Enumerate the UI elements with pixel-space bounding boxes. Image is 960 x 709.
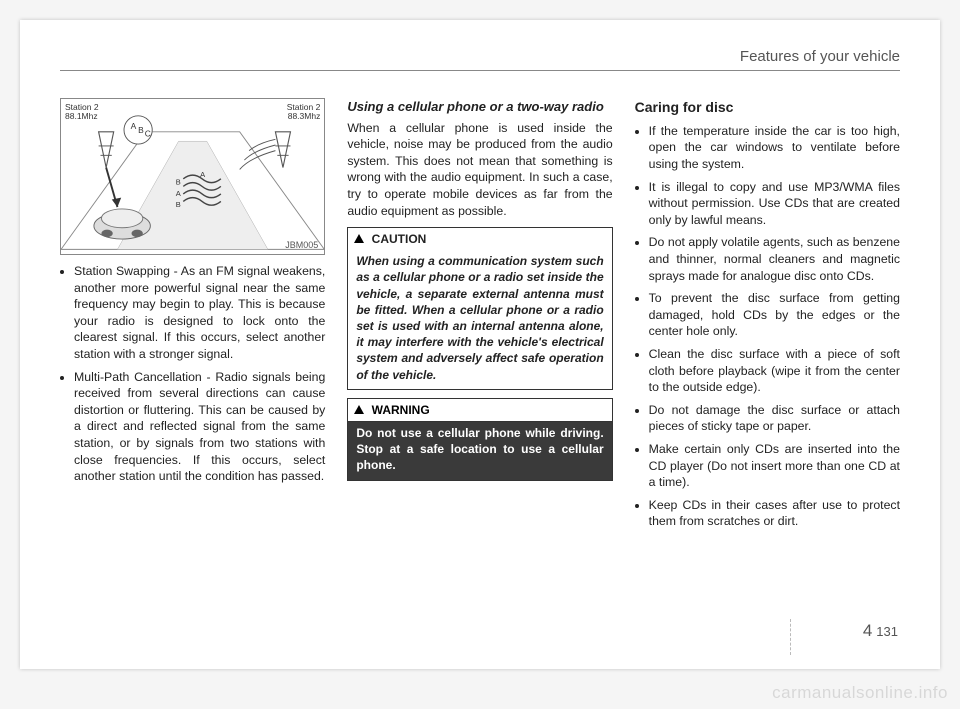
warning-icon <box>354 405 364 414</box>
header-divider <box>60 70 900 71</box>
footer-dash <box>790 619 792 655</box>
caution-icon <box>354 234 364 243</box>
svg-text:B: B <box>138 125 144 135</box>
caution-body: When using a communication system such a… <box>348 250 611 389</box>
list-item: Keep CDs in their cases after use to pro… <box>649 497 900 530</box>
svg-text:A: A <box>131 121 137 131</box>
warning-title: WARNING <box>348 399 611 422</box>
illustration-svg: A B C A <box>61 99 324 254</box>
col3-heading: Caring for disc <box>635 98 900 117</box>
svg-text:B: B <box>176 177 181 186</box>
figure-label-left: Station 2 88.1Mhz <box>65 103 99 122</box>
warning-body: Do not use a cellular phone while drivin… <box>348 422 611 480</box>
column-1: A B C A <box>60 98 325 589</box>
caution-title: CAUTION <box>348 228 611 250</box>
list-item: If the temperature inside the car is too… <box>649 123 900 173</box>
list-item: Clean the disc surface with a piece of s… <box>649 346 900 396</box>
list-item: Do not apply volatile agents, such as be… <box>649 234 900 284</box>
col3-bullet-list: If the temperature inside the car is too… <box>635 123 900 530</box>
illustration-station-swapping: A B C A <box>60 98 325 255</box>
svg-text:A: A <box>176 189 181 198</box>
col2-heading: Using a cellular phone or a two-way radi… <box>347 98 612 116</box>
caution-box: CAUTION When using a communication syste… <box>347 227 612 390</box>
svg-text:A: A <box>200 170 205 179</box>
list-item: It is illegal to copy and use MP3/WMA fi… <box>649 179 900 229</box>
list-item: Make certain only CDs are inserted into … <box>649 441 900 491</box>
column-2: Using a cellular phone or a two-way radi… <box>347 98 612 589</box>
list-item: Do not damage the disc surface or attach… <box>649 402 900 435</box>
col2-paragraph: When a cellular phone is used inside the… <box>347 120 612 220</box>
list-item: To prevent the disc surface from getting… <box>649 290 900 340</box>
list-item: Station Swapping - As an FM signal weake… <box>74 263 325 363</box>
watermark: carmanualsonline.info <box>772 683 948 703</box>
section-header: Features of your vehicle <box>740 48 900 65</box>
figure-code: JBM005 <box>285 239 318 251</box>
column-3: Caring for disc If the temperature insid… <box>635 98 900 589</box>
svg-text:B: B <box>176 200 181 209</box>
svg-text:C: C <box>145 129 151 139</box>
col1-bullet-list: Station Swapping - As an FM signal weake… <box>60 263 325 485</box>
warning-box: WARNING Do not use a cellular phone whil… <box>347 398 612 481</box>
figure-label-right: Station 2 88.3Mhz <box>287 103 321 122</box>
content-columns: A B C A <box>60 98 900 589</box>
manual-page: Features of your vehicle <box>20 20 940 669</box>
list-item: Multi-Path Cancellation - Radio signals … <box>74 369 325 485</box>
page-number: 4131 <box>863 621 898 641</box>
